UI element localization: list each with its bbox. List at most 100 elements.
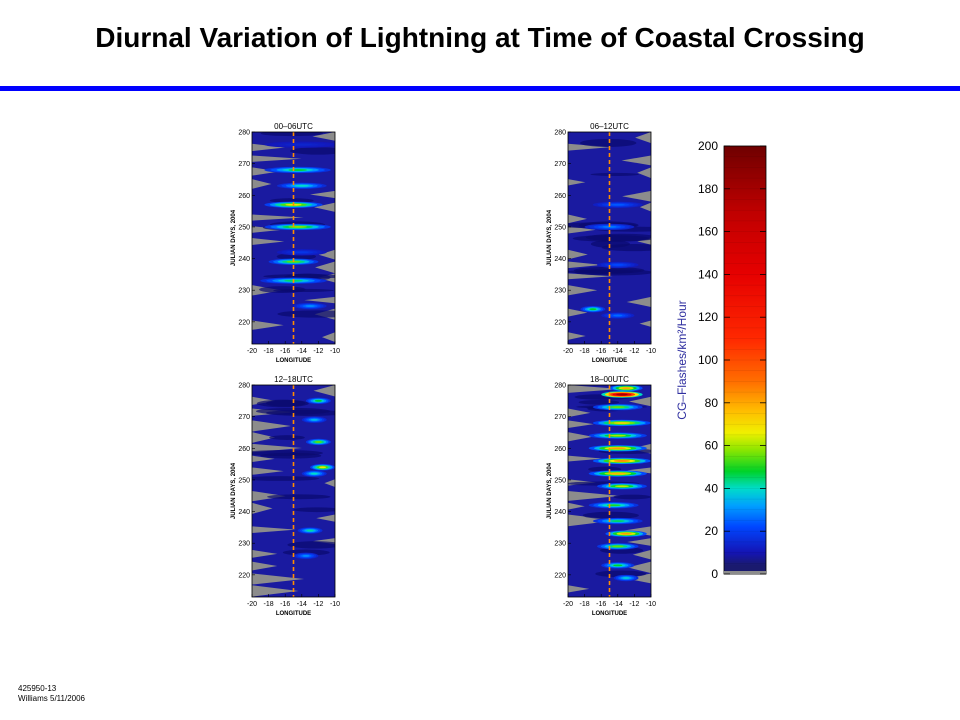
lightning-feature-5	[301, 470, 327, 477]
lightning-feature-6	[588, 445, 647, 452]
lightning-feature-9	[293, 302, 327, 310]
lightning-feature-8	[588, 470, 647, 477]
low-activity-band	[578, 399, 620, 405]
no-data-region	[321, 332, 335, 342]
low-activity-band	[293, 507, 335, 513]
low-activity-band	[579, 138, 637, 147]
low-activity-band	[252, 476, 320, 481]
no-data-region	[252, 238, 285, 246]
y-tick-label: 230	[238, 541, 250, 548]
no-data-region	[252, 179, 272, 189]
lightning-feature-4	[592, 419, 651, 427]
y-tick-label: 240	[238, 509, 250, 516]
heatmap-panel-1: 00–06UTC 280 270 260 250 240 230 220 -20 -18 -16 -1…	[231, 122, 340, 364]
colorbar-tick-label: 40	[705, 481, 719, 495]
panel-title: 00–06UTC	[274, 122, 313, 131]
no-data-region	[252, 573, 305, 585]
x-axis-label: LONGITUDE	[592, 611, 627, 617]
no-data-region	[568, 332, 586, 340]
footer-author-date: Williams 5/11/2006	[18, 694, 85, 703]
x-tick-label: -12	[313, 601, 323, 608]
lightning-feature-2	[601, 391, 643, 398]
colorbar: 0 20 40 60 80 100 120 140 160 180 200 CG–Flashes/km…	[675, 139, 767, 581]
x-tick-label: -18	[264, 601, 274, 608]
colorbar-tick-label: 160	[698, 225, 718, 239]
heatmap-panel-2: 06–12UTC 280 270 260 250 240 230 220 -20 -18 -16 -1…	[547, 122, 656, 364]
y-tick-label: 280	[554, 130, 566, 137]
colorbar-label: CG–Flashes/km²/Hour	[675, 300, 689, 419]
panel-title: 12–18UTC	[274, 375, 313, 384]
no-data-region	[568, 249, 588, 260]
no-data-region	[639, 320, 651, 327]
colorbar-gradient	[723, 145, 767, 575]
x-tick-label: -14	[297, 601, 307, 608]
no-data-region	[252, 502, 273, 514]
y-tick-label: 230	[554, 541, 566, 548]
no-data-region	[252, 467, 284, 475]
y-tick-label: 280	[238, 130, 250, 137]
no-data-region	[627, 538, 651, 546]
y-tick-label: 220	[238, 572, 250, 579]
x-tick-label: -10	[646, 601, 656, 608]
panel-frame	[567, 384, 652, 598]
lightning-feature-9	[597, 483, 647, 490]
no-data-region	[568, 514, 617, 527]
lightning-feature-2	[301, 416, 327, 424]
x-tick-label: -20	[247, 348, 257, 355]
lightning-feature-3	[276, 182, 327, 189]
no-data-region	[635, 132, 651, 144]
no-data-region	[252, 455, 275, 463]
no-data-region	[632, 549, 651, 560]
no-data-region	[318, 249, 335, 260]
y-tick-label: 270	[554, 414, 566, 421]
no-data-region	[324, 479, 335, 488]
x-tick-label: -20	[247, 601, 257, 608]
no-data-region	[568, 432, 593, 442]
x-axis-label: LONGITUDE	[276, 358, 311, 364]
colorbar-tick-label: 20	[705, 524, 719, 538]
lightning-feature-5	[601, 312, 635, 319]
no-data-region	[568, 455, 603, 462]
slide-title: Diurnal Variation of Lightning at Time o…	[95, 22, 865, 53]
x-tick-label: -18	[580, 348, 590, 355]
no-data-region	[568, 143, 612, 151]
footer: 425950-13 Williams 5/11/2006	[18, 684, 85, 704]
y-tick-label: 280	[554, 383, 566, 390]
lightning-feature-10	[588, 502, 639, 509]
no-data-region	[627, 561, 651, 574]
low-activity-band	[266, 494, 331, 500]
no-data-region	[568, 491, 621, 501]
no-data-region	[628, 396, 651, 407]
no-data-region	[568, 214, 587, 224]
no-data-region	[568, 408, 591, 418]
no-data-region	[568, 179, 586, 186]
lightning-feature-4	[580, 305, 606, 313]
no-data-region	[314, 202, 335, 212]
x-tick-label: -12	[629, 601, 639, 608]
x-tick-label: -10	[330, 348, 340, 355]
heatmap-panel-3: 12–18UTC 280 270 260 250 240 230 220 -20 -18 -16 -1…	[231, 375, 340, 617]
low-activity-band	[260, 452, 322, 459]
x-tick-label: -14	[297, 348, 307, 355]
no-data-region	[252, 549, 278, 558]
no-data-region	[252, 167, 280, 176]
no-data-region	[252, 320, 284, 330]
colorbar-tick-label: 100	[698, 353, 718, 367]
no-data-region	[252, 561, 278, 571]
title-rule	[0, 86, 960, 91]
footer-id: 425950-13	[18, 684, 57, 693]
y-tick-label: 260	[554, 193, 566, 200]
low-activity-band	[277, 310, 335, 318]
x-tick-label: -12	[629, 348, 639, 355]
colorbar-tick-label: 200	[698, 139, 718, 153]
colorbar-tick-label: 120	[698, 310, 718, 324]
no-data-region	[568, 420, 594, 429]
panel-title: 18–00UTC	[590, 375, 629, 384]
lightning-feature-7	[592, 457, 651, 465]
no-data-region	[313, 385, 335, 397]
no-data-region	[312, 132, 335, 141]
low-activity-band	[290, 147, 335, 155]
lightning-feature-1	[264, 141, 335, 148]
y-tick-label: 250	[554, 477, 566, 484]
